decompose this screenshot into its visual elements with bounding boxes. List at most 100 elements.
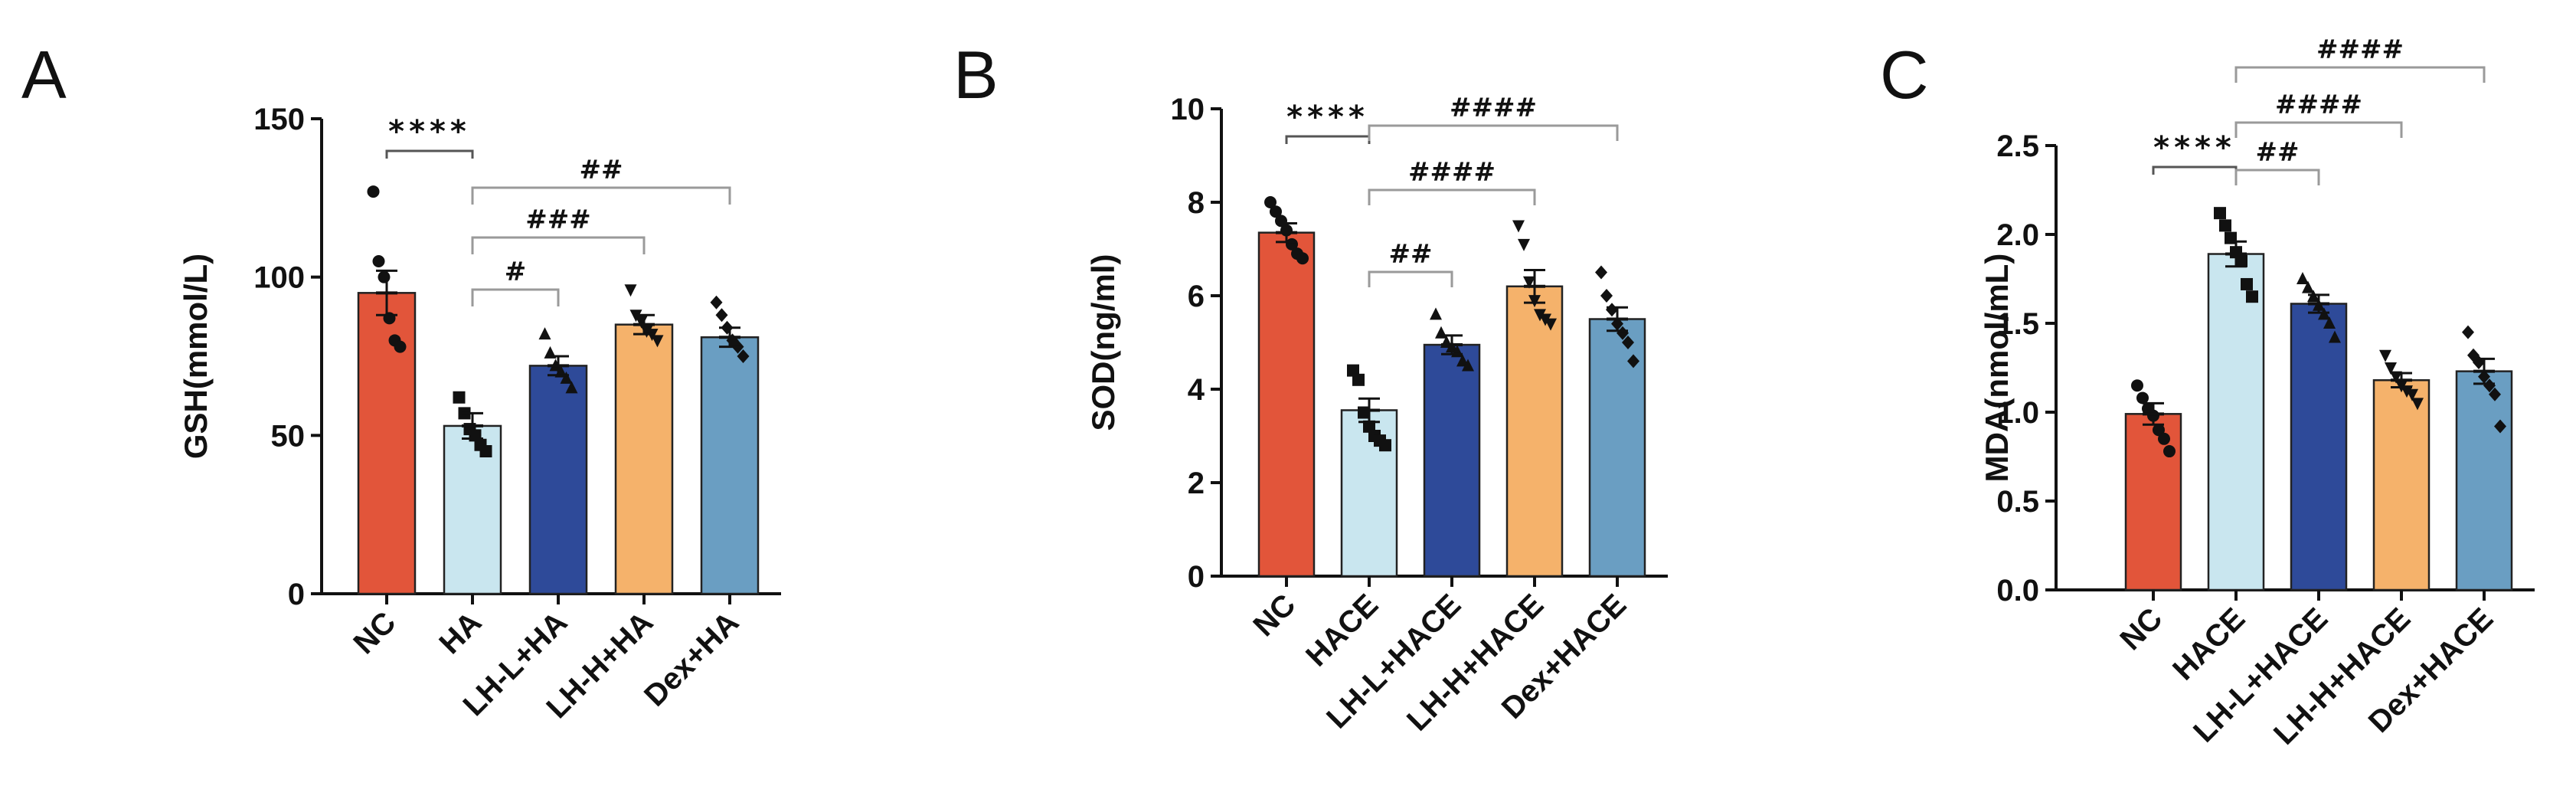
data-point <box>2494 419 2506 434</box>
data-point <box>2462 325 2474 339</box>
data-point <box>2131 379 2143 392</box>
data-point <box>1430 307 1442 320</box>
data-point <box>2411 398 2424 411</box>
data-point <box>651 335 664 348</box>
data-point <box>394 340 407 353</box>
data-point <box>2406 388 2418 401</box>
data-point <box>1595 265 1607 280</box>
significance-bracket <box>2234 121 2403 138</box>
data-point <box>1545 318 1557 331</box>
significance-label: **** <box>2153 130 2236 165</box>
y-tick-label: 50 <box>271 419 306 453</box>
bar <box>2124 413 2182 591</box>
bar <box>2207 253 2265 591</box>
data-point <box>2302 280 2314 293</box>
data-point <box>453 391 466 404</box>
data-point <box>2379 349 2391 362</box>
data-point <box>1270 205 1282 218</box>
x-tick-label: HA <box>433 605 488 660</box>
y-tick-label: 0 <box>1188 560 1205 594</box>
significance-label: #### <box>2316 34 2404 65</box>
significance-bracket <box>1368 188 1536 205</box>
data-point <box>2158 432 2170 445</box>
bar <box>700 336 760 595</box>
data-point <box>2323 316 2336 329</box>
significance-label: **** <box>1286 100 1369 135</box>
data-point <box>538 327 551 340</box>
y-axis-title: GSH(mmol/L) <box>178 254 214 459</box>
significance-label: **** <box>388 114 471 149</box>
x-tick-label: NC <box>2113 601 2169 657</box>
data-point <box>1600 289 1613 303</box>
y-tick-label: 1.5 <box>1996 307 2039 341</box>
panel-letter: B <box>953 37 999 113</box>
y-tick-label: 2.5 <box>1996 129 2039 163</box>
data-point <box>378 270 391 283</box>
bar <box>1257 231 1316 578</box>
significance-label: ### <box>525 205 590 235</box>
data-point <box>2329 330 2341 343</box>
data-point <box>560 371 573 384</box>
y-tick-label: 1.0 <box>1996 396 2039 430</box>
y-tick-label: 0 <box>288 578 305 611</box>
significance-bracket <box>471 186 731 205</box>
data-point <box>2163 445 2176 458</box>
x-tick-label: Dex+HA <box>638 605 745 712</box>
data-point <box>565 381 578 394</box>
data-point <box>2241 277 2253 290</box>
significance-bracket <box>1368 270 1453 287</box>
data-point <box>1518 238 1530 251</box>
significance-bracket <box>471 236 646 254</box>
y-tick-label: 100 <box>253 261 305 295</box>
data-point <box>2235 254 2247 267</box>
data-point <box>2219 219 2231 232</box>
data-point <box>1456 354 1469 367</box>
y-tick-label: 2 <box>1188 467 1205 500</box>
y-axis-title: SOD(ng/ml) <box>1085 254 1121 431</box>
bar <box>2290 303 2348 591</box>
bar <box>2372 378 2431 591</box>
data-point <box>1435 326 1447 339</box>
data-point <box>624 284 637 297</box>
bar <box>528 365 588 595</box>
data-point <box>1352 373 1365 386</box>
significance-label: ## <box>1389 239 1433 270</box>
bar <box>614 323 674 595</box>
data-point <box>2489 387 2501 401</box>
panel-letter: A <box>21 37 67 113</box>
significance-label: # <box>505 257 527 287</box>
data-point <box>2214 207 2226 220</box>
data-point <box>1296 252 1309 265</box>
bar <box>443 424 502 595</box>
bar <box>1588 318 1646 578</box>
y-tick-label: 8 <box>1188 186 1205 220</box>
data-point <box>1347 364 1359 377</box>
significance-bracket <box>2234 66 2486 83</box>
bar <box>1505 285 1564 578</box>
significance-bracket <box>1285 135 1371 144</box>
data-point <box>715 308 728 323</box>
data-point <box>1264 196 1277 208</box>
data-point <box>372 255 385 267</box>
data-point <box>1512 220 1525 233</box>
significance-bracket <box>2234 169 2320 185</box>
significance-bracket <box>385 149 474 159</box>
panel-b: B0246810SOD(ng/ml)NCHACELH-L+HACELH-H+HA… <box>953 37 1668 738</box>
y-tick-label: 2.0 <box>1996 218 2039 252</box>
bar <box>357 292 417 595</box>
data-point <box>1363 420 1375 433</box>
data-point <box>2136 391 2149 405</box>
y-tick-label: 10 <box>1171 93 1205 126</box>
panel-letter: C <box>1880 37 1929 113</box>
data-point <box>479 445 492 457</box>
significance-bracket <box>2152 165 2238 175</box>
data-point <box>2153 424 2165 437</box>
significance-bracket <box>471 288 560 306</box>
x-tick-label: NC <box>1247 588 1302 643</box>
y-tick-label: 4 <box>1188 373 1205 407</box>
data-point <box>2296 272 2309 284</box>
significance-label: ## <box>2256 137 2300 168</box>
significance-label: #### <box>2275 90 2362 120</box>
